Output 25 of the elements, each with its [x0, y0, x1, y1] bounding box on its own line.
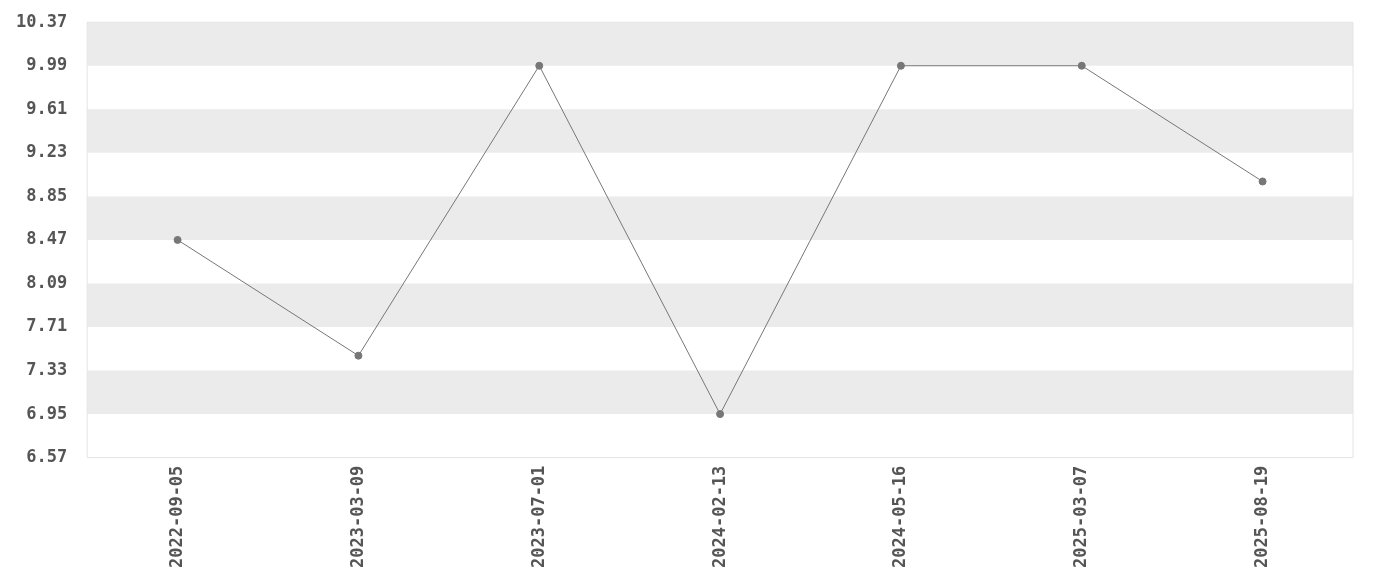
y-tick-label: 10.37: [15, 10, 68, 31]
point: [173, 235, 182, 244]
x-tick-label: 2024-05-16: [889, 465, 910, 569]
point: [1077, 61, 1086, 70]
y-tick-label: 8.85: [26, 184, 68, 205]
point: [535, 61, 544, 70]
point: [354, 351, 363, 360]
y-tick-label: 7.71: [26, 315, 68, 336]
y-tick-label: 9.23: [26, 141, 68, 162]
x-tick-label: 2022-09-05: [166, 465, 187, 569]
y-tick-label: 8.47: [26, 228, 68, 249]
point: [716, 410, 725, 419]
x-tick-label: 2025-03-07: [1070, 465, 1091, 569]
x-tick-label: 2023-07-01: [527, 465, 548, 569]
x-tick-label: 2025-08-19: [1251, 465, 1272, 569]
y-tick-label: 9.99: [26, 54, 68, 75]
point: [896, 61, 905, 70]
y-tick-label: 7.33: [26, 358, 68, 379]
point: [1258, 177, 1267, 186]
y-tick-label: 6.95: [26, 402, 68, 423]
x-tick-label: 2024-02-13: [708, 465, 729, 569]
y-tick-label: 9.61: [26, 97, 68, 118]
y-tick-label: 8.09: [26, 271, 68, 292]
x-tick-label: 2023-03-09: [346, 465, 367, 569]
y-tick-label: 6.57: [26, 446, 68, 467]
